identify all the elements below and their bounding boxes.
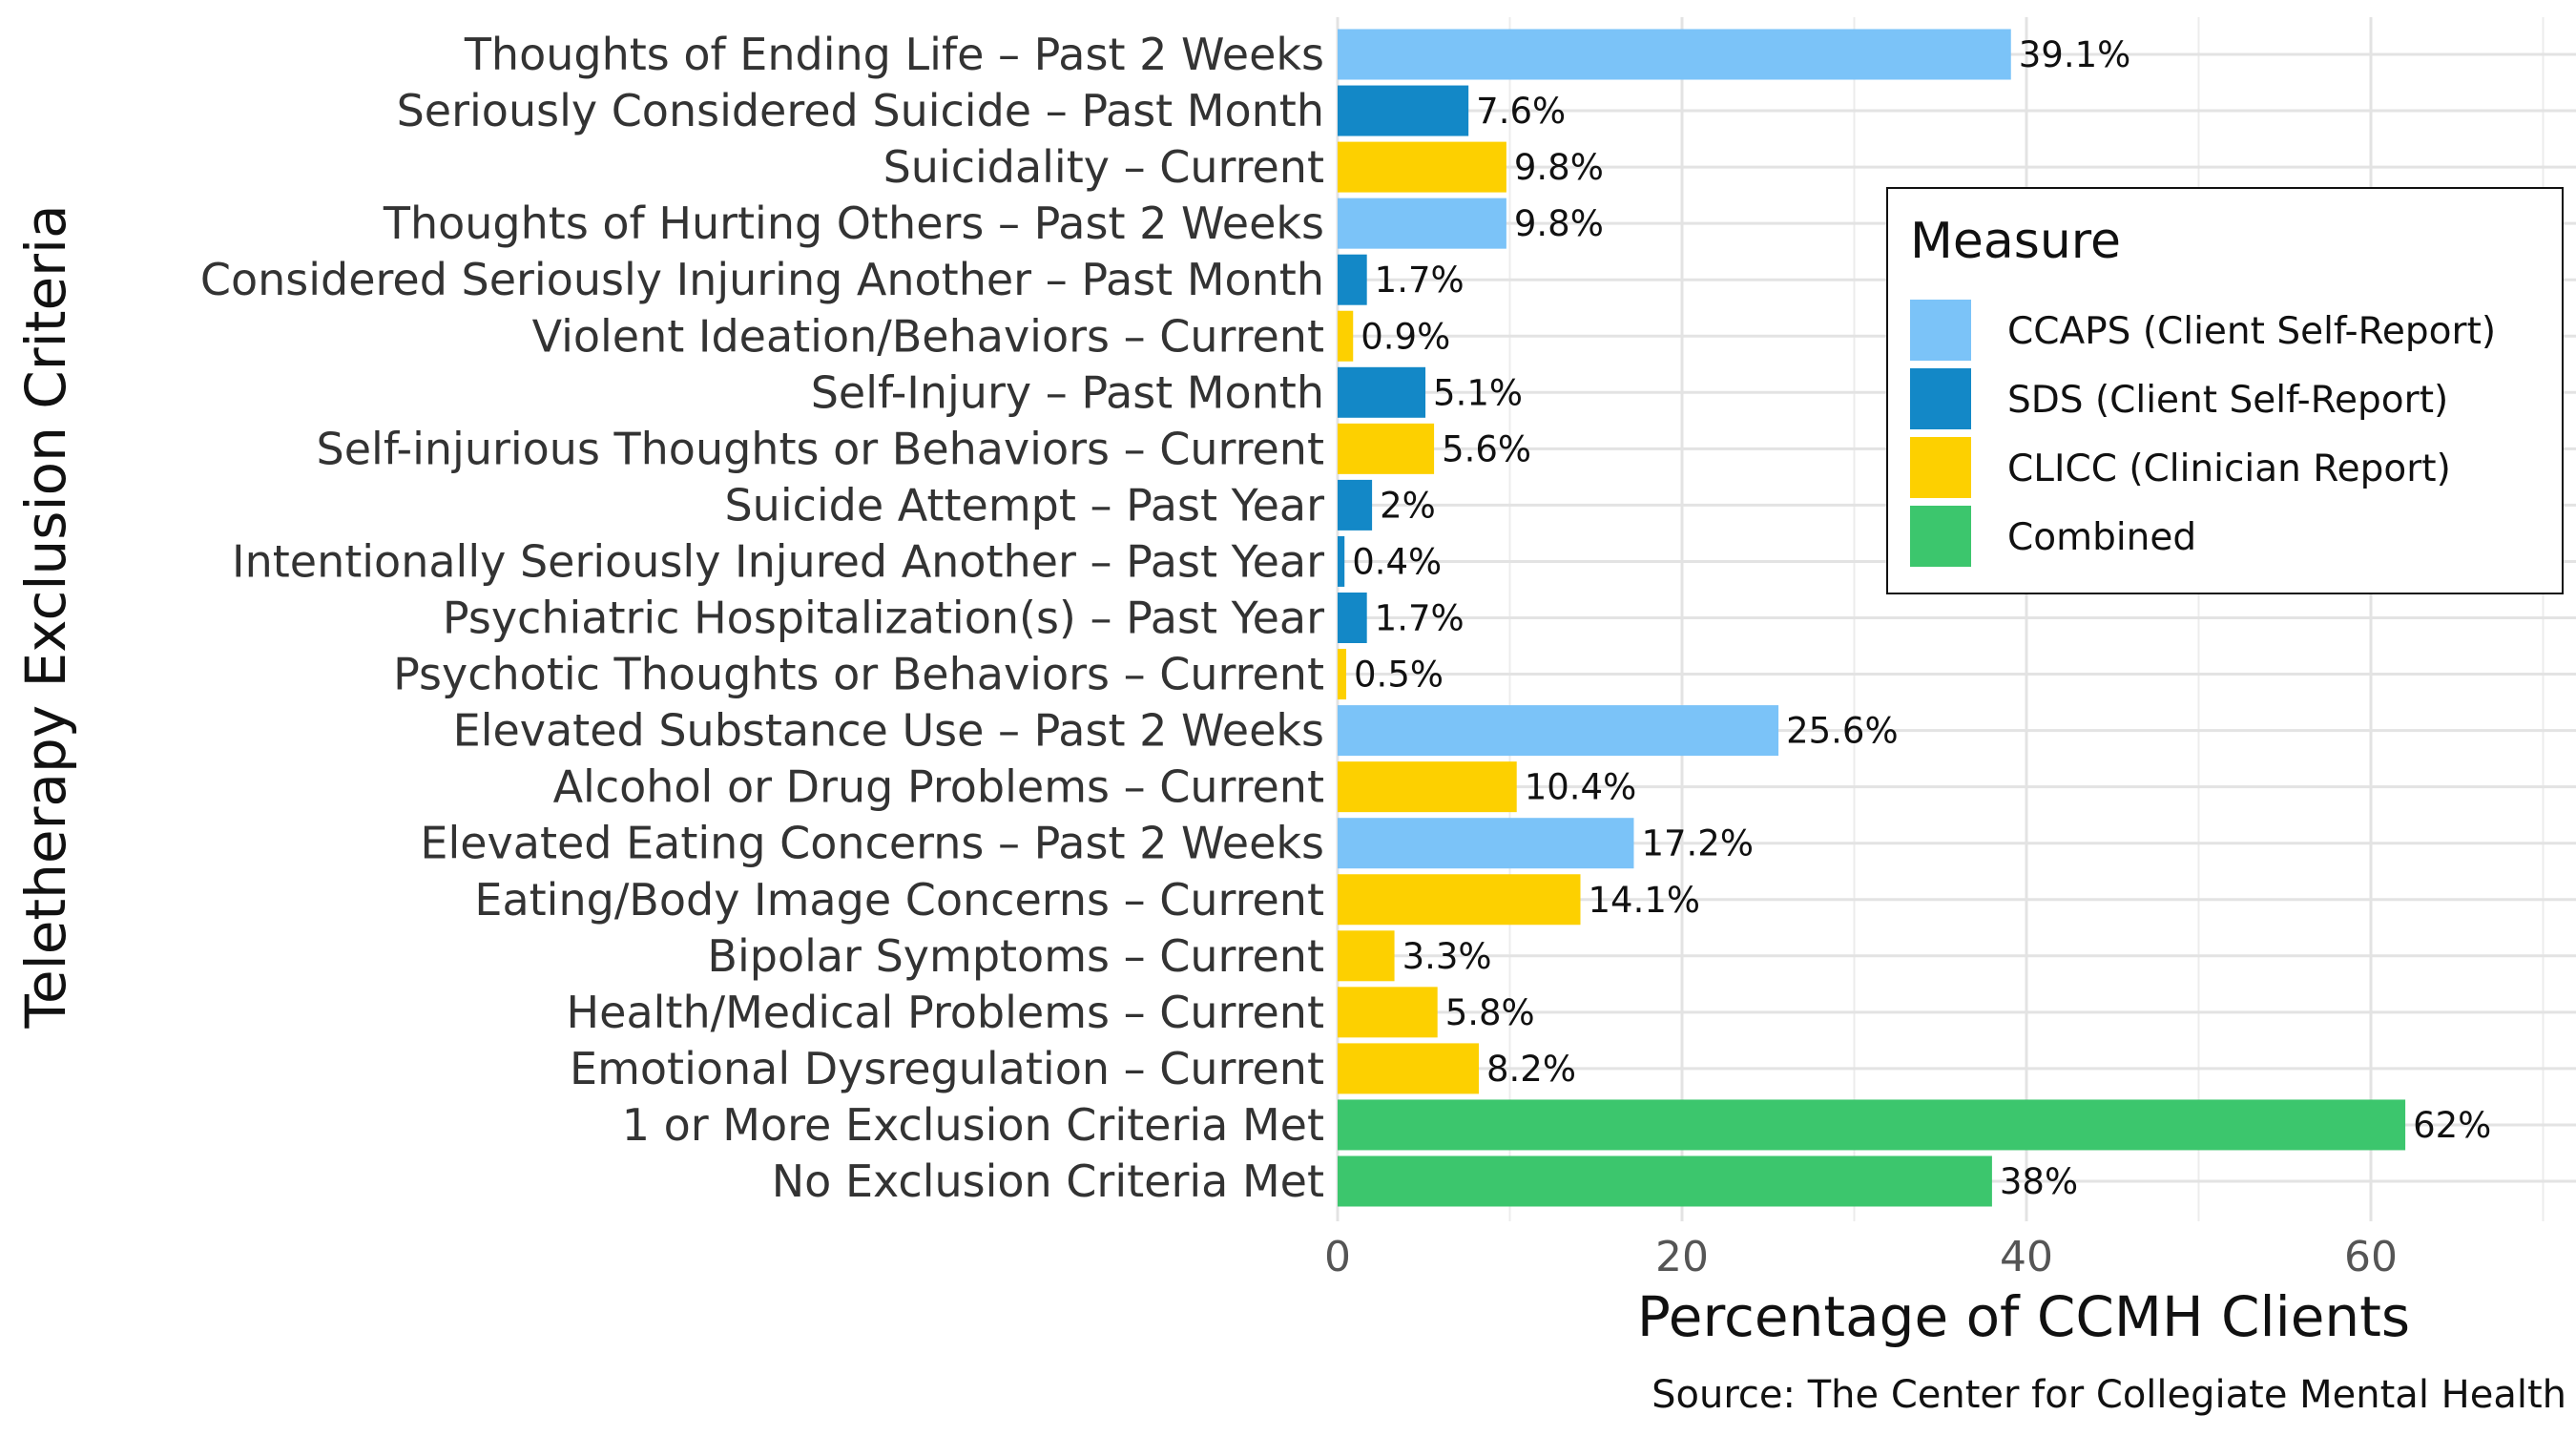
bar — [1338, 29, 2011, 80]
legend-title: Measure — [1910, 213, 2121, 270]
bar-value-label: 10.4% — [1525, 767, 1637, 808]
legend-box — [1886, 187, 2564, 594]
bar-value-label: 1.7% — [1375, 260, 1465, 301]
bar-value-label: 1.7% — [1375, 598, 1465, 639]
category-label: Alcohol or Drug Problems – Current — [553, 761, 1324, 813]
bar-value-label: 5.1% — [1433, 372, 1523, 413]
legend-label: SDS (Client Self-Report) — [2007, 379, 2448, 422]
x-tick-label: 20 — [1655, 1233, 1709, 1281]
bar — [1338, 1043, 1480, 1094]
legend-entries: CCAPS (Client Self-Report) SDS (Client Se… — [1910, 300, 2496, 567]
bar-value-label: 7.6% — [1476, 91, 1566, 132]
category-label: Considered Seriously Injuring Another – … — [200, 254, 1324, 305]
bar — [1338, 649, 1347, 700]
bar-value-label: 0.5% — [1354, 655, 1444, 696]
bar — [1338, 254, 1367, 305]
bar-value-label: 38% — [2000, 1161, 2078, 1202]
bar — [1338, 818, 1634, 869]
bar — [1338, 1155, 1992, 1207]
bar-value-label: 9.8% — [1514, 203, 1604, 244]
category-label: Thoughts of Ending Life – Past 2 Weeks — [464, 29, 1324, 80]
category-label: Violent Ideation/Behaviors – Current — [532, 310, 1324, 362]
legend-key — [1910, 506, 1971, 567]
category-label: Seriously Considered Suicide – Past Mont… — [397, 85, 1324, 136]
category-label: Health/Medical Problems – Current — [567, 987, 1324, 1038]
legend-label: CCAPS (Client Self-Report) — [2007, 310, 2496, 353]
category-label: Suicidality – Current — [883, 141, 1324, 193]
bar — [1338, 705, 1779, 757]
bar-value-label: 5.6% — [1442, 428, 1531, 469]
bar — [1338, 1099, 2406, 1151]
legend: Measure CCAPS (Client Self-Report) SDS (C… — [1886, 187, 2564, 594]
x-tick-label: 40 — [2000, 1233, 2053, 1281]
category-label: Emotional Dysregulation – Current — [570, 1043, 1324, 1094]
category-label: Intentionally Seriously Injured Another … — [232, 535, 1324, 587]
category-label: Elevated Substance Use – Past 2 Weeks — [453, 705, 1324, 757]
category-label: 1 or More Exclusion Criteria Met — [622, 1099, 1324, 1151]
category-label: Psychotic Thoughts or Behaviors – Curren… — [393, 649, 1324, 700]
x-axis-title: Percentage of CCMH Clients — [1637, 1284, 2410, 1349]
x-tick-label: 60 — [2344, 1233, 2398, 1281]
category-label: Elevated Eating Concerns – Past 2 Weeks — [420, 818, 1324, 869]
source-caption: Source: The Center for Collegiate Mental… — [1652, 1373, 2566, 1417]
x-tick-label: 0 — [1324, 1233, 1351, 1281]
bar-value-label: 14.1% — [1589, 880, 1701, 921]
bar — [1338, 366, 1426, 418]
category-label: Self-Injury – Past Month — [811, 366, 1324, 418]
bar — [1338, 141, 1506, 193]
bar — [1338, 593, 1367, 643]
category-label: Suicide Attempt – Past Year — [724, 479, 1324, 531]
category-label: No Exclusion Criteria Met — [772, 1155, 1324, 1207]
bar-value-label: 17.2% — [1641, 823, 1754, 864]
category-label: Eating/Body Image Concerns – Current — [474, 874, 1324, 926]
bar — [1338, 423, 1435, 474]
bar — [1338, 930, 1395, 982]
bar — [1338, 198, 1506, 249]
category-label: Bipolar Symptoms – Current — [707, 930, 1324, 982]
bar — [1338, 874, 1581, 926]
legend-label: CLICC (Clinician Report) — [2007, 447, 2451, 490]
bar — [1338, 479, 1373, 531]
bar-value-label: 25.6% — [1786, 711, 1899, 752]
ticks-layer: 0 20 40 60 — [1324, 1233, 2398, 1281]
bar-value-label: 3.3% — [1402, 936, 1492, 977]
category-label: Psychiatric Hospitalization(s) – Past Ye… — [443, 593, 1324, 644]
bars-layer — [1338, 29, 2406, 1207]
bar-value-label: 8.2% — [1486, 1049, 1576, 1090]
bar-value-label: 9.8% — [1514, 147, 1604, 188]
y-axis-title: Teletherapy Exclusion Criteria — [13, 204, 78, 1029]
legend-key — [1910, 300, 1971, 361]
bar-value-label: 0.9% — [1361, 316, 1450, 357]
category-label: Thoughts of Hurting Others – Past 2 Week… — [383, 198, 1324, 249]
category-label: Self-injurious Thoughts or Behaviors – C… — [317, 423, 1324, 474]
bar — [1338, 761, 1517, 813]
bar-value-label: 39.1% — [2019, 34, 2131, 75]
bar-value-label: 0.4% — [1352, 541, 1442, 582]
labels-layer: 39.1% Thoughts of Ending Life – Past 2 We… — [200, 29, 2492, 1207]
bar — [1338, 987, 1438, 1038]
legend-key — [1910, 368, 1971, 429]
bar-value-label: 2% — [1380, 485, 1436, 526]
bar — [1338, 310, 1354, 362]
bar — [1338, 535, 1345, 587]
bar — [1338, 85, 1469, 136]
bar-value-label: 5.8% — [1445, 992, 1535, 1033]
bar-value-label: 62% — [2413, 1105, 2491, 1146]
legend-label: Combined — [2007, 516, 2196, 559]
legend-key — [1910, 437, 1971, 498]
